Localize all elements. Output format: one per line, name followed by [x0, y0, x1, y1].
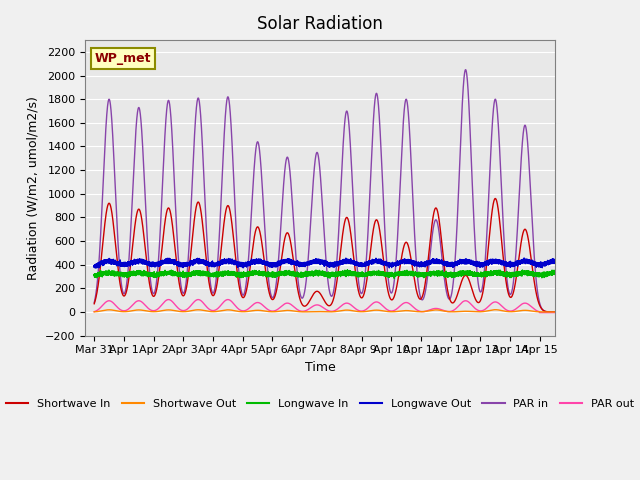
X-axis label: Time: Time: [305, 361, 335, 374]
Legend: Shortwave In, Shortwave Out, Longwave In, Longwave Out, PAR in, PAR out: Shortwave In, Shortwave Out, Longwave In…: [2, 395, 638, 413]
Y-axis label: Radiation (W/m2, umol/m2/s): Radiation (W/m2, umol/m2/s): [26, 96, 40, 280]
Title: Solar Radiation: Solar Radiation: [257, 15, 383, 33]
Text: WP_met: WP_met: [95, 52, 151, 65]
